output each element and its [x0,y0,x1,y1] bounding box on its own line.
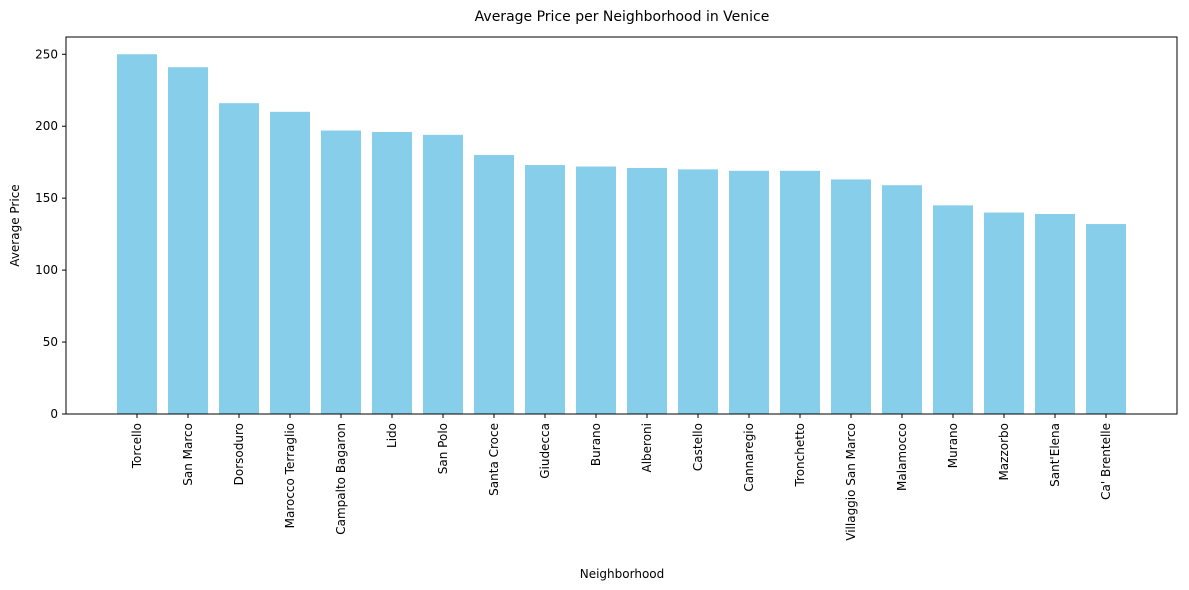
bar [1086,224,1126,414]
x-tick-label: Torcello [130,423,144,469]
bar [168,67,208,414]
bar [984,212,1024,414]
y-tick-label: 0 [50,407,58,421]
x-tick-label: Castello [691,423,705,471]
x-tick-label: Villaggio San Marco [844,423,858,541]
bar [423,134,463,414]
x-tick-label: Santa Croce [487,423,501,496]
bar [678,169,718,414]
x-axis-label: Neighborhood [580,567,665,581]
bar [780,170,820,414]
bar [831,179,871,414]
x-tick-label: Sant'Elena [1048,423,1062,487]
bar [474,154,514,414]
bar [576,166,616,414]
bar [627,167,667,414]
y-axis: 0 50 100 150 200 250 [35,47,66,421]
bar [321,130,361,415]
x-tick-label: Murano [946,423,960,468]
x-tick-label: Giudecca [538,423,552,479]
bar [270,111,310,414]
y-tick-label: 250 [35,47,58,61]
bar [219,103,259,414]
x-tick-label: Ca' Brentelle [1099,423,1113,500]
x-tick-label: Lido [385,423,399,448]
x-axis: Torcello San Marco Dorsoduro Marocco Terrag… [130,414,1113,541]
y-tick-label: 150 [35,191,58,205]
x-tick-label: Dorsoduro [232,423,246,485]
y-tick-label: 100 [35,263,58,277]
x-tick-label: Burano [589,423,603,466]
plot-frame [65,36,1178,415]
bar [1035,213,1075,414]
x-tick-label: Mazzorbo [997,423,1011,481]
chart-title: Average Price per Neighborhood in Venice [475,9,770,25]
bar [933,205,973,414]
plot-area [117,54,1126,415]
x-tick-label: San Polo [436,423,450,474]
y-axis-label: Average Price [8,184,22,266]
x-tick-label: Cannaregio [742,423,756,492]
x-tick-label: Tronchetto [793,423,807,488]
bar [525,165,565,414]
bar [372,131,412,414]
y-tick-label: 50 [43,335,58,349]
x-tick-label: Alberoni [640,423,654,473]
bar [729,170,769,414]
bar [117,54,157,414]
x-tick-label: Marocco Terraglio [283,423,297,528]
x-tick-label: Malamocco [895,423,909,491]
y-tick-label: 200 [35,119,58,133]
bar [882,185,922,414]
x-tick-label: Campalto Bagaron [334,423,348,535]
x-tick-label: San Marco [181,423,195,486]
